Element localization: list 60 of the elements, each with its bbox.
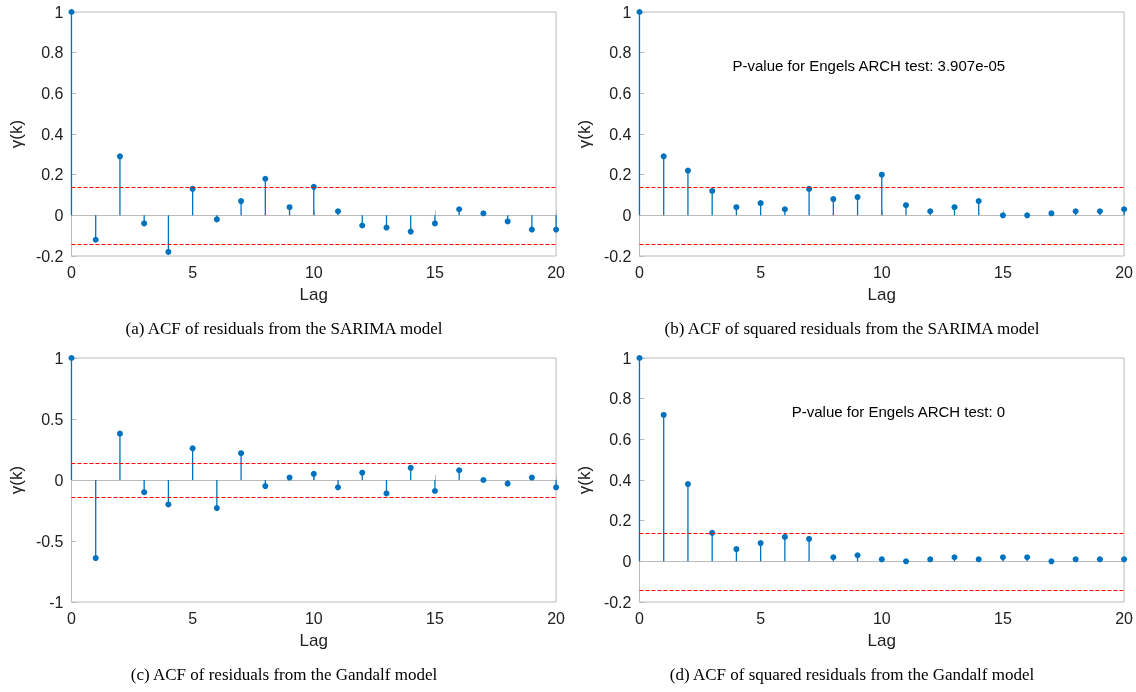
y-tick-label: 0 [54, 206, 64, 224]
annotation: P-value for Engels ARCH test: 0 [791, 403, 1006, 420]
y-axis-title: γ(k) [7, 465, 26, 495]
y-tick-label: 0.4 [41, 125, 64, 143]
text: (d) ACF of squared residuals from the Gandalf model [669, 665, 1035, 684]
x-tick-label: 15 [994, 263, 1012, 281]
y-tick-label: -0.2 [603, 593, 632, 611]
x-tick-label: 0 [67, 263, 77, 281]
x-tick-label: 0 [67, 609, 77, 627]
y-tick-label: -0.2 [603, 247, 632, 265]
y-tick-label: 1 [622, 3, 632, 21]
y-tick-label: 0.2 [609, 166, 632, 184]
x-tick-label: 10 [872, 263, 891, 281]
x-tick-label: 15 [426, 609, 444, 627]
text: (b) ACF of squared residuals from the SARIMA model [664, 319, 1040, 338]
y-tick-label: 0.6 [609, 84, 632, 102]
y-tick-label: -1 [49, 593, 64, 611]
x-tick-label: 10 [304, 263, 323, 281]
y-tick-label: 0.4 [609, 471, 632, 489]
y-tick-label: 0 [622, 552, 632, 570]
x-tick-label: 20 [1115, 609, 1134, 627]
x-tick-label: 5 [756, 609, 766, 627]
x-axis-title: Lag [299, 285, 328, 304]
x-tick-label: 15 [426, 263, 444, 281]
y-tick-label: 0.2 [609, 512, 632, 530]
y-tick-label: -0.5 [35, 532, 64, 550]
y-tick-label: 0.6 [41, 84, 64, 102]
y-tick-label: 1 [54, 349, 64, 367]
y-tick-label: 0.5 [41, 410, 64, 428]
y-tick-label: -0.2 [35, 247, 64, 265]
y-tick-label: 1 [622, 349, 632, 367]
x-tick-label: 10 [304, 609, 323, 627]
x-tick-label: 15 [994, 609, 1012, 627]
y-axis-title: γ(k) [575, 119, 594, 149]
y-tick-label: 0 [622, 206, 632, 224]
y-tick-label: 0 [54, 471, 64, 489]
x-tick-label: 20 [547, 263, 566, 281]
x-tick-label: 10 [872, 609, 891, 627]
annotation: P-value for Engels ARCH test: 3.907e-05 [732, 57, 1006, 74]
x-tick-label: 20 [547, 609, 566, 627]
y-tick-label: 0.2 [41, 166, 64, 184]
y-axis-title: γ(k) [7, 119, 26, 149]
y-tick-label: 0.6 [609, 430, 632, 448]
y-tick-label: 0.8 [609, 44, 632, 62]
y-tick-label: 0.8 [41, 44, 64, 62]
x-tick-label: 0 [635, 609, 645, 627]
x-axis-title: Lag [867, 285, 896, 304]
x-tick-label: 5 [756, 263, 766, 281]
x-tick-label: 20 [1115, 263, 1134, 281]
y-tick-label: 1 [54, 3, 64, 21]
text: (c) ACF of residuals from the Gandalf model [130, 665, 438, 684]
x-tick-label: 5 [188, 609, 198, 627]
x-axis-title: Lag [867, 631, 896, 650]
y-axis-title: γ(k) [575, 465, 594, 495]
x-tick-label: 0 [635, 263, 645, 281]
x-axis-title: Lag [299, 631, 328, 650]
y-tick-label: 0.4 [609, 125, 632, 143]
y-tick-label: 0.8 [609, 390, 632, 408]
x-tick-label: 5 [188, 263, 198, 281]
text: (a) ACF of residuals from the SARIMA model [125, 319, 443, 338]
